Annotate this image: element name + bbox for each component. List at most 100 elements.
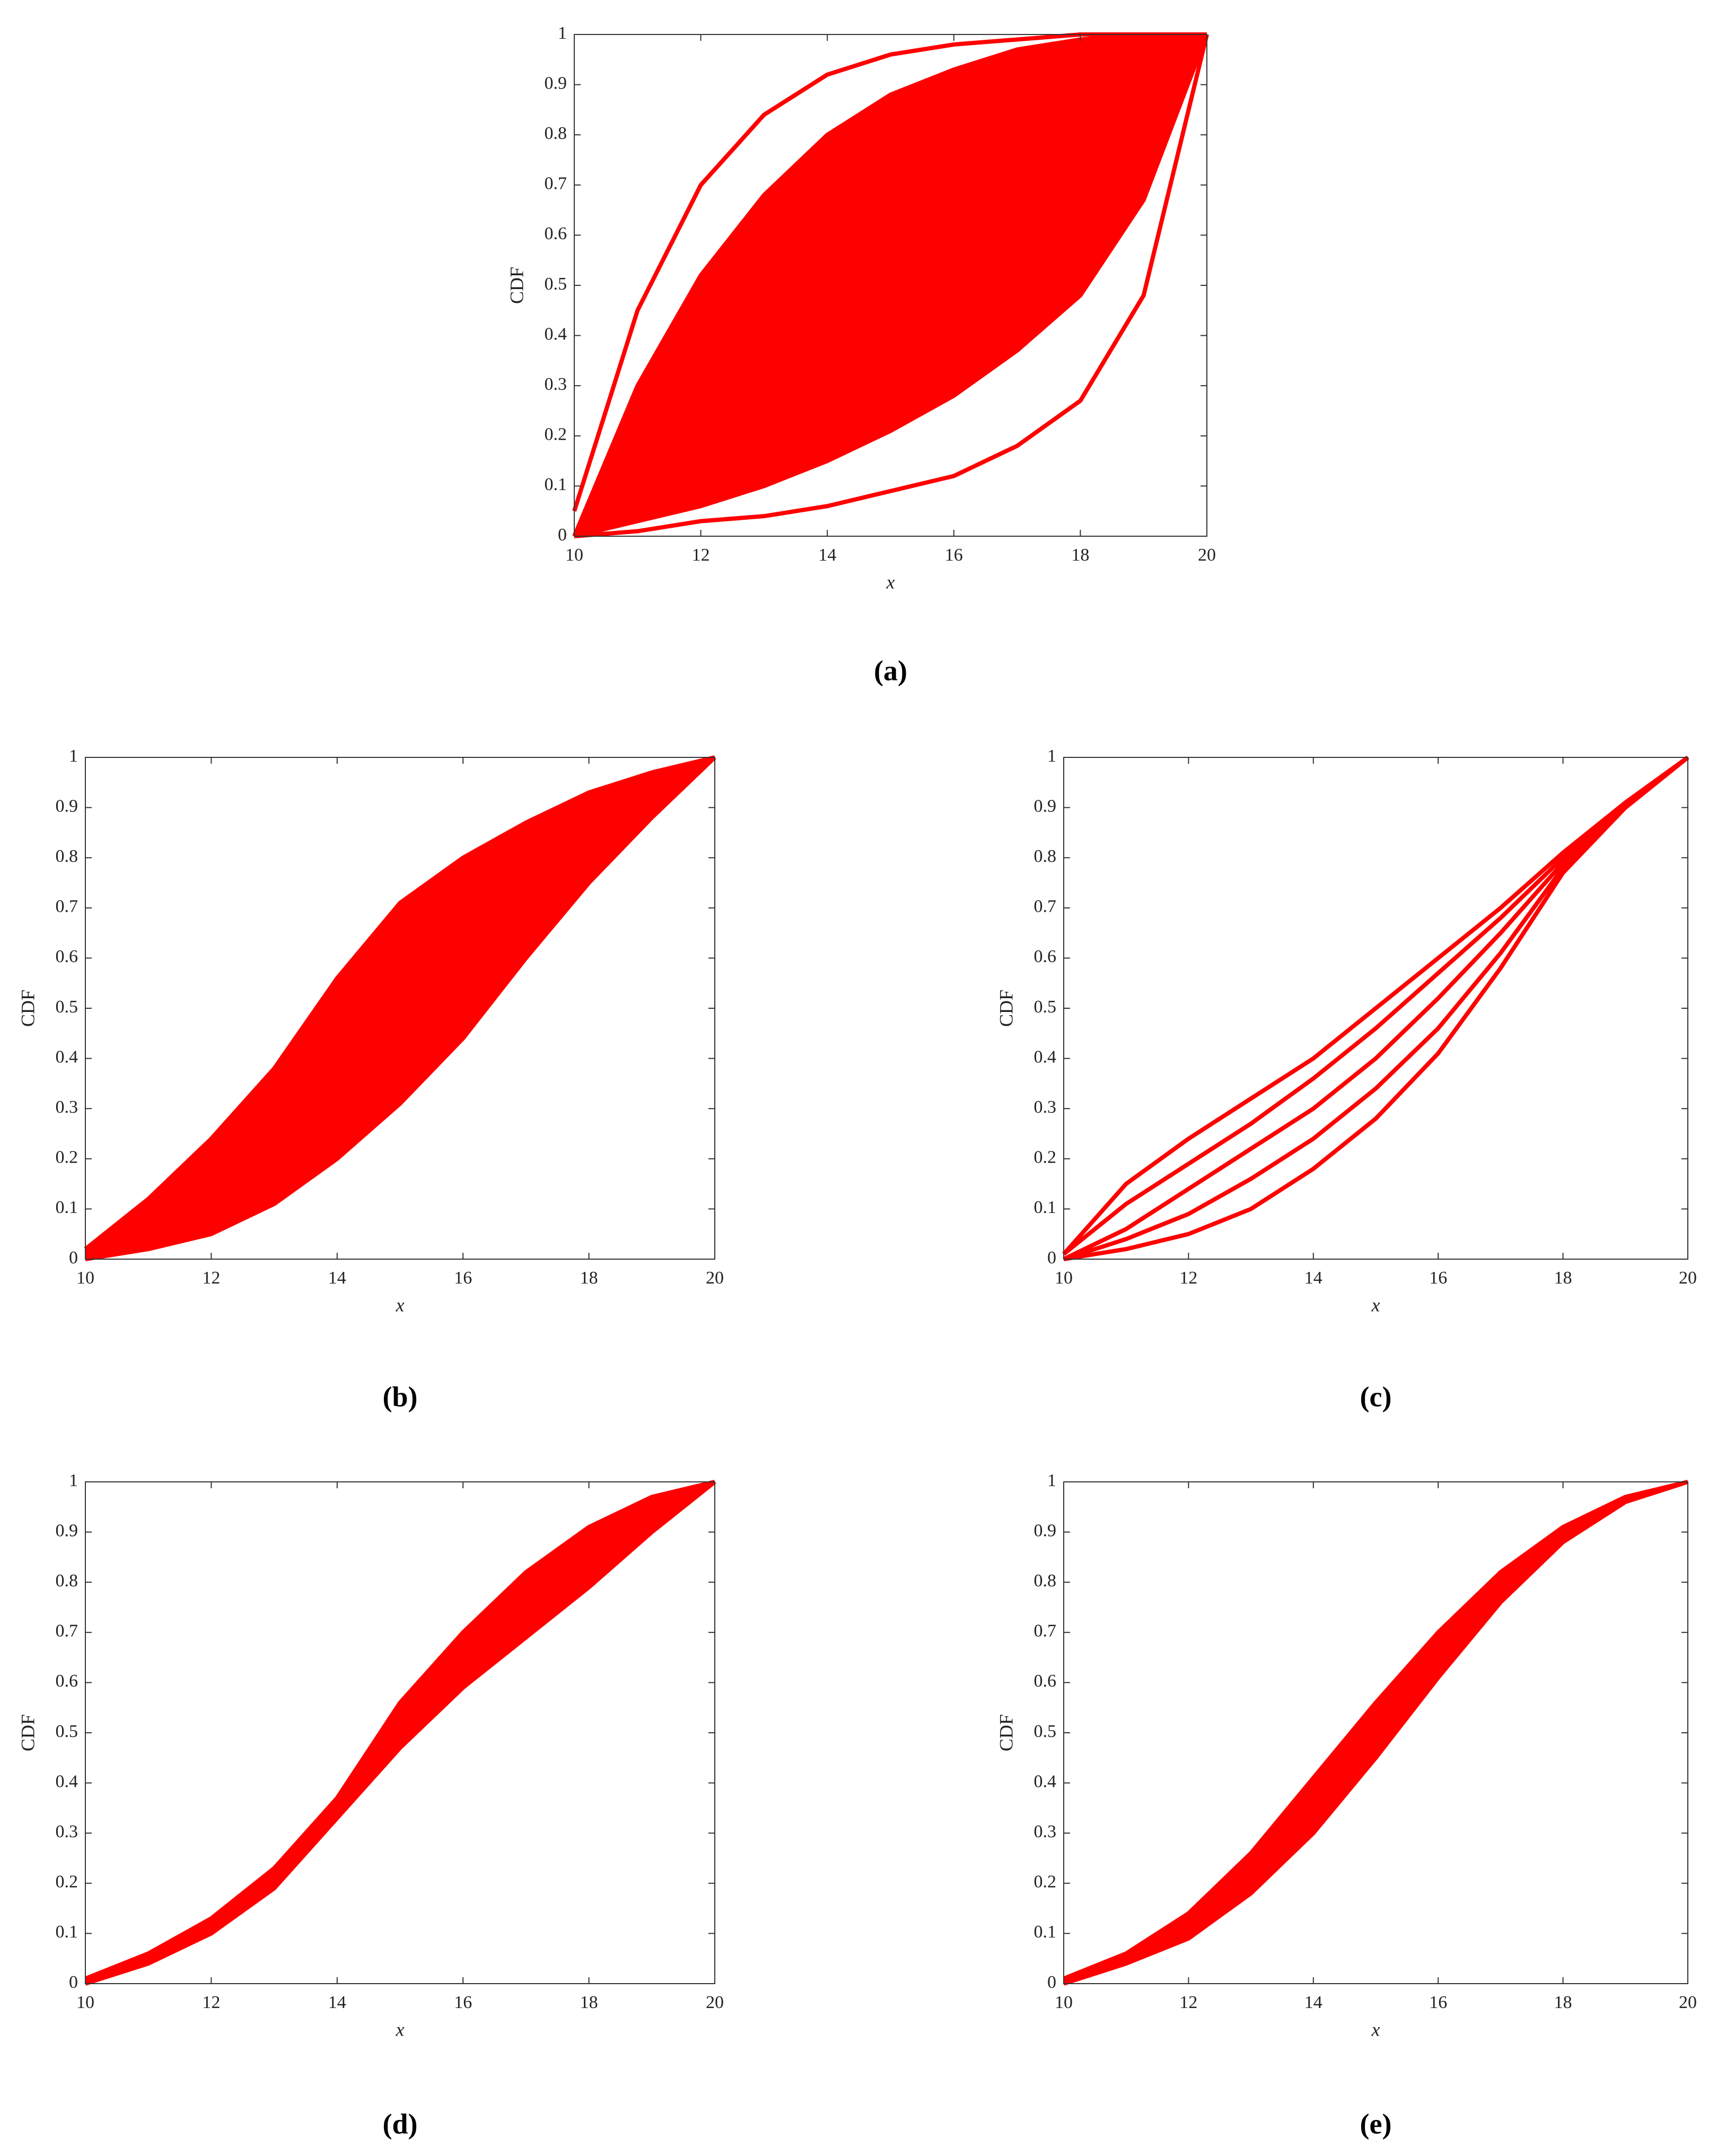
y-tick-label: 0.2 — [56, 1148, 78, 1167]
cdf-line — [84, 1480, 716, 1986]
y-tick-label: 0.6 — [1034, 947, 1057, 966]
y-tick-label: 0.4 — [56, 1771, 78, 1791]
y-axis-label: CDF — [17, 1714, 38, 1751]
chart: 10 12 14 16 18 20 0 0.1 0.2 0.3 0.4 0.5 0.6 0.7 0.8 0.9… — [506, 23, 1216, 687]
x-tick-label: 16 — [945, 545, 963, 565]
y-tick-label: 0.1 — [1034, 1922, 1057, 1942]
y-tick-label: 0.6 — [56, 1671, 78, 1691]
y-tick-label: 0 — [558, 525, 567, 545]
x-tick-label: 18 — [580, 1268, 598, 1288]
y-tick-label: 0.4 — [56, 1047, 78, 1067]
y-tick-label: 0.7 — [56, 1621, 78, 1641]
x-tick-label: 18 — [1554, 1993, 1572, 2012]
y-tick-label: 0.8 — [545, 124, 567, 143]
x-tick-label: 14 — [328, 1268, 346, 1288]
cdf-line — [1063, 1480, 1689, 1986]
panel-caption: (c) — [1360, 1381, 1392, 1412]
y-tick-label: 0.3 — [1034, 1097, 1057, 1117]
x-tick-label: 10 — [1055, 1993, 1073, 2012]
x-tick-label: 20 — [1679, 1993, 1697, 2012]
y-tick-label: 0 — [69, 1248, 78, 1268]
y-tick-label: 0.5 — [1034, 1722, 1057, 1741]
band-area — [85, 1482, 715, 1984]
x-tick-label: 16 — [454, 1993, 472, 2012]
cdf-line — [574, 34, 1209, 538]
y-tick-label: 0.7 — [56, 897, 78, 916]
y-tick-label: 0.9 — [545, 73, 567, 93]
y-tick-label: 0.5 — [1034, 997, 1057, 1017]
x-tick-label: 16 — [1429, 1993, 1447, 2012]
x-axis-label: x — [1371, 2019, 1380, 2040]
x-tick-label: 20 — [706, 1268, 724, 1288]
cdf-line — [1062, 755, 1689, 1256]
y-tick-label: 0.9 — [56, 796, 78, 816]
cdf-line — [574, 33, 1209, 538]
y-axis-label: CDF — [17, 990, 38, 1027]
y-tick-label: 0.1 — [545, 475, 567, 494]
y-tick-label: 0.5 — [56, 1722, 78, 1741]
x-tick-label: 20 — [1679, 1268, 1697, 1288]
x-tick-label: 18 — [580, 1993, 598, 2012]
y-tick-label: 1 — [69, 746, 78, 766]
x-tick-label: 16 — [454, 1268, 472, 1288]
x-tick-label: 14 — [328, 1993, 346, 2012]
x-tick-label: 12 — [202, 1993, 220, 2012]
y-tick-label: 0.3 — [545, 374, 567, 394]
x-tick-label: 18 — [1071, 545, 1089, 565]
y-tick-label: 0.2 — [1034, 1148, 1057, 1167]
y-tick-label: 0.4 — [545, 324, 567, 344]
y-tick-label: 0.1 — [56, 1922, 78, 1942]
x-tick-label: 18 — [1554, 1268, 1572, 1288]
x-tick-label: 16 — [1429, 1268, 1447, 1288]
cdf-line — [84, 755, 715, 1251]
y-tick-label: 0.7 — [545, 174, 567, 194]
cdf-line — [1063, 755, 1689, 1261]
x-axis-label: x — [1371, 1294, 1380, 1315]
x-tick-label: 10 — [1055, 1268, 1073, 1288]
y-tick-label: 0.8 — [1034, 846, 1057, 866]
chart: 10 12 14 16 18 20 0 0.1 0.2 0.3 0.4 0.5 0.6 0.7 0.8 0.9… — [995, 1471, 1697, 2140]
y-tick-label: 0.9 — [1034, 1521, 1057, 1540]
y-tick-label: 0.1 — [1034, 1198, 1057, 1217]
y-tick-label: 0.8 — [1034, 1571, 1057, 1591]
x-tick-label: 20 — [1198, 545, 1216, 565]
band-area — [1064, 1482, 1688, 1984]
y-tick-label: 0.7 — [1034, 897, 1057, 916]
chart: 10 12 14 16 18 20 0 0.1 0.2 0.3 0.4 0.5 0.6 0.7 0.8 0.9… — [17, 746, 724, 1413]
cdf-line — [1063, 1480, 1688, 1981]
cdf-line — [1062, 755, 1689, 1256]
x-axis-label: x — [396, 1294, 405, 1315]
chart: 10 12 14 16 18 20 0 0.1 0.2 0.3 0.4 0.5 0.6 0.7 0.8 0.9… — [17, 1471, 724, 2140]
panel-caption: (a) — [874, 654, 907, 686]
x-tick-label: 12 — [1179, 1268, 1197, 1288]
panel-caption: (e) — [1360, 2108, 1392, 2140]
y-tick-label: 0 — [1047, 1972, 1056, 1992]
y-tick-label: 0.5 — [545, 274, 567, 294]
y-tick-label: 0.6 — [1034, 1671, 1057, 1691]
y-tick-label: 0 — [1047, 1248, 1056, 1268]
y-tick-label: 0.2 — [1034, 1872, 1057, 1892]
cdf-line — [84, 1480, 715, 1981]
band-area — [574, 34, 1207, 536]
panel-caption: (d) — [383, 2108, 418, 2140]
chart: 10 12 14 16 18 20 0 0.1 0.2 0.3 0.4 0.5 0.6 0.7 0.8 0.9… — [995, 746, 1697, 1413]
y-tick-label: 0.1 — [56, 1198, 78, 1217]
y-tick-label: 0.8 — [56, 1571, 78, 1591]
y-tick-label: 0.3 — [56, 1822, 78, 1841]
y-tick-label: 0.9 — [56, 1521, 78, 1540]
y-tick-label: 0.3 — [1034, 1822, 1057, 1841]
band-area — [85, 757, 715, 1259]
y-tick-label: 0.4 — [1034, 1047, 1057, 1067]
x-tick-label: 12 — [1179, 1993, 1197, 2012]
cdf-line — [1063, 755, 1689, 1261]
y-tick-label: 1 — [558, 23, 567, 43]
y-tick-label: 0.2 — [56, 1872, 78, 1892]
y-tick-label: 0.4 — [1034, 1771, 1057, 1791]
x-tick-label: 14 — [818, 545, 836, 565]
y-tick-label: 0.6 — [56, 947, 78, 966]
x-tick-label: 10 — [76, 1268, 94, 1288]
panel-caption: (b) — [383, 1381, 418, 1412]
y-tick-label: 0.6 — [545, 224, 567, 243]
x-tick-label: 14 — [1304, 1268, 1322, 1288]
